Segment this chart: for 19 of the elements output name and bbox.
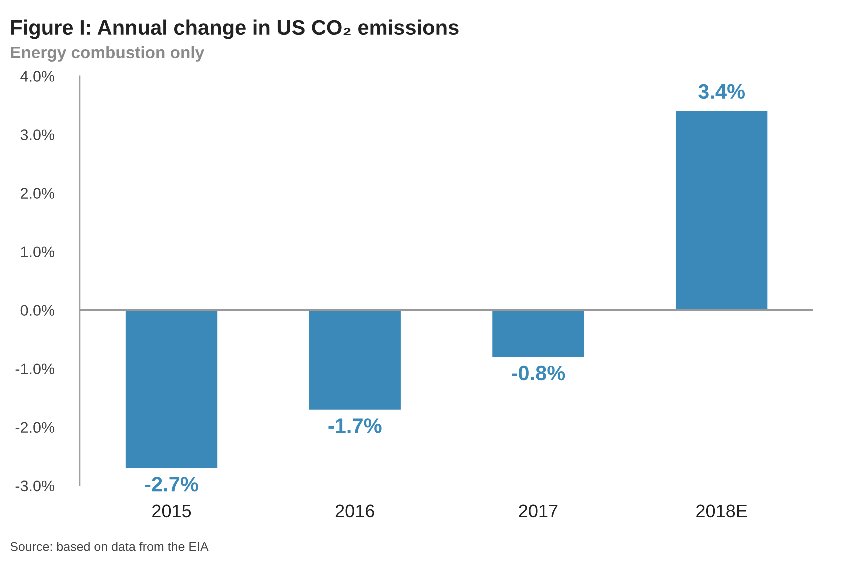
data-label: -2.7% [145, 477, 198, 492]
y-tick-label: 1.0% [21, 246, 55, 258]
y-tick-label: 4.0% [20, 71, 55, 82]
x-tick-label: 2017 [519, 504, 558, 518]
data-label: -0.8% [512, 366, 566, 381]
y-tick-label: -3.0% [16, 480, 55, 492]
x-tick-label: 2016 [336, 504, 374, 518]
y-tick-label: 0.0% [20, 305, 55, 316]
y-tick-label: 3.0% [20, 130, 55, 140]
source-note: Source: based on data from the EIA [10, 542, 209, 552]
chart-title: Figure I: Annual change in US CO₂ emissions [12, 20, 459, 40]
x-tick-label: 2018E [696, 504, 748, 518]
data-label: -1.7% [328, 418, 382, 434]
data-label: 3.4% [698, 84, 746, 100]
chart-subtitle: Energy combustion only [11, 46, 204, 62]
y-tick-label: 2.0% [21, 188, 55, 199]
x-tick-label: 2015 [152, 504, 192, 518]
y-tick-label: -1.0% [16, 364, 55, 375]
y-tick-label: -2.0% [16, 422, 55, 434]
